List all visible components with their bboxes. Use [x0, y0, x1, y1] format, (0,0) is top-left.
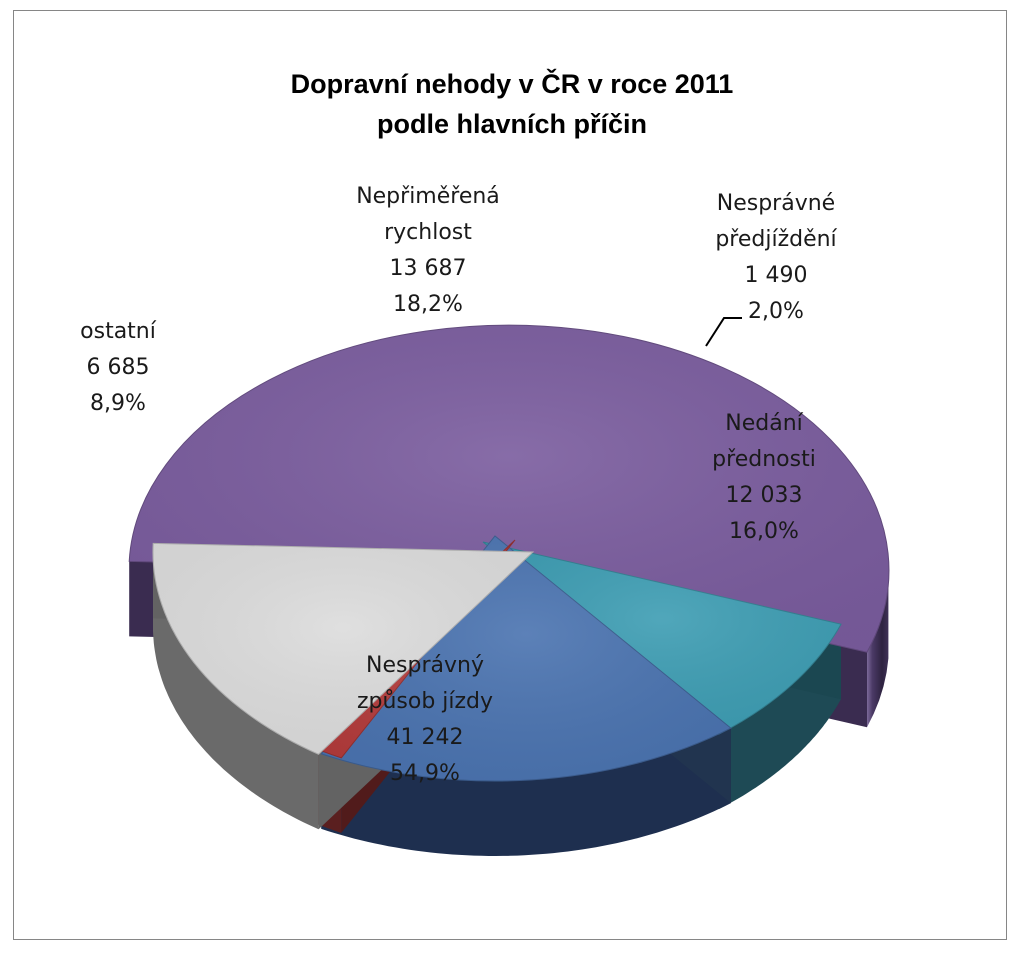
pie-slice-gloss-1 — [483, 542, 841, 735]
data-label-1: ostatní 6 685 8,9% — [80, 319, 157, 416]
data-label-4-line-0: Nedání — [725, 411, 803, 436]
pie-slice-gloss-4 — [152, 543, 533, 755]
data-label-0-line-0: Nesprávný — [366, 653, 484, 678]
chart-title-line-1: Dopravní nehody v ČR v roce 2011 — [290, 69, 734, 99]
data-label-1-line-0: ostatní — [80, 319, 157, 344]
pie-slice-side-4 — [153, 555, 319, 830]
data-label-3-line-2: 1 490 — [745, 263, 808, 288]
data-label-0: Nesprávný způsob jízdy 41 242 54,9% — [357, 653, 493, 786]
data-label-4: Nedání přednosti 12 033 16,0% — [712, 411, 816, 544]
pie-slice-side-2 — [321, 728, 731, 856]
data-label-2-line-0: Nepřiměřená — [356, 184, 500, 209]
data-label-2-line-3: 18,2% — [393, 292, 463, 317]
chart-title-line-2: podle hlavních příčin — [376, 109, 648, 139]
data-label-2: Nepřiměřená rychlost 13 687 18,2% — [356, 184, 500, 317]
data-label-2-line-1: rychlost — [384, 220, 472, 245]
data-label-3-line-0: Nesprávné — [717, 191, 835, 216]
data-label-2-line-2: 13 687 — [390, 256, 467, 281]
data-label-0-line-2: 41 242 — [387, 725, 464, 750]
pie-slice-gloss-0 — [129, 325, 889, 653]
data-label-3: Nesprávné předjíždění 1 490 2,0% — [715, 191, 837, 324]
data-label-4-line-3: 16,0% — [729, 519, 799, 544]
leader-line-predjizdeni — [705, 317, 742, 347]
data-label-0-line-3: 54,9% — [390, 761, 460, 786]
data-label-0-line-1: způsob jízdy — [357, 689, 493, 714]
data-label-3-line-3: 2,0% — [748, 299, 804, 324]
pie-slice-side-0 — [867, 583, 889, 728]
data-label-1-line-1: 6 685 — [87, 355, 150, 380]
data-label-1-line-2: 8,9% — [90, 391, 146, 416]
data-label-4-line-1: přednosti — [712, 447, 816, 472]
data-label-4-line-2: 12 033 — [726, 483, 803, 508]
data-label-3-line-1: předjíždění — [715, 227, 837, 252]
pie-slice-gloss-2 — [321, 536, 731, 782]
